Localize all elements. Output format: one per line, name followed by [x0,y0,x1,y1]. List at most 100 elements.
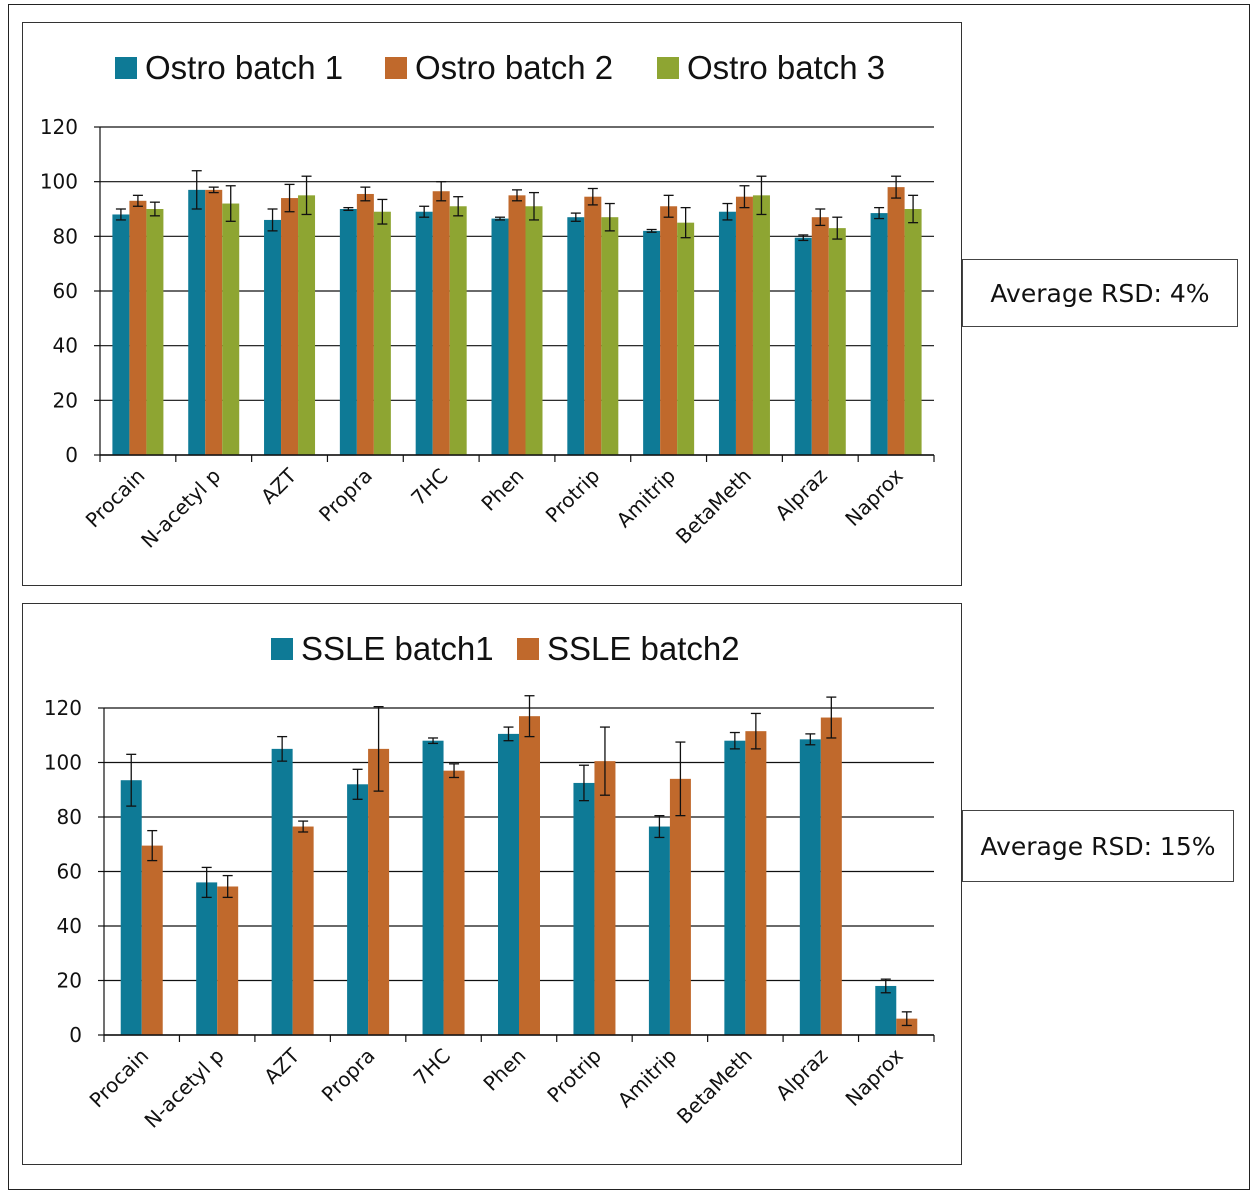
bar [648,826,670,1035]
bar [660,206,678,455]
x-tick-label: Phen [476,464,528,516]
bar [573,782,595,1035]
legend-swatch [657,57,679,79]
bar [271,748,293,1035]
ostro-rsd-text: Average RSD: 4% [990,278,1210,308]
x-tick-label: Protrip [541,464,605,528]
bar [129,200,147,455]
ssle-rsd-text: Average RSD: 15% [980,831,1216,861]
bar [415,211,433,455]
x-tick-label: Alpraz [770,464,831,525]
bar [146,209,164,455]
bar [356,193,374,455]
x-tick-label: Phen [478,1044,530,1096]
bar [188,189,206,455]
y-tick-label: 100 [44,751,82,775]
bar [373,211,391,455]
bar [735,196,753,455]
bar [828,228,846,455]
y-tick-label: 60 [57,860,82,884]
legend-label: Ostro batch 3 [687,49,885,86]
bar [298,195,316,456]
bar [601,217,619,455]
x-tick-label: N-acetyl p [140,1044,229,1133]
bar [368,748,390,1035]
bar [222,203,240,455]
legend-label: Ostro batch 2 [415,49,613,86]
y-tick-label: 20 [53,388,78,412]
x-tick-label: Amitrip [613,1044,682,1113]
bar [196,882,218,1035]
bar [217,886,239,1035]
x-tick-label: Alpraz [771,1044,832,1105]
bar [870,213,888,455]
x-tick-label: AZT [256,463,302,509]
bar [896,1018,918,1035]
bar [669,778,691,1035]
x-tick-label: Procain [81,464,150,533]
bar [525,206,543,455]
x-tick-label: BetaMeth [672,1044,757,1129]
bar [205,189,223,455]
y-tick-label: 80 [57,805,82,829]
bar [339,209,357,455]
y-tick-label: 60 [53,279,78,303]
y-tick-label: 0 [69,1023,82,1047]
bar [745,731,767,1035]
legend-swatch [271,638,293,660]
x-tick-label: N-acetyl p [136,464,225,553]
legend-label: SSLE batch1 [301,630,494,667]
x-tick-label: Propra [317,1044,380,1107]
bar [875,985,897,1035]
bar [594,761,616,1035]
bar [718,211,736,455]
bar [141,845,163,1035]
y-tick-label: 40 [57,914,82,938]
y-tick-label: 120 [44,696,82,720]
bar [752,195,770,456]
bar [799,739,821,1035]
x-tick-label: 7HC [409,1044,455,1090]
x-tick-label: BetaMeth [671,464,756,549]
bar [584,196,602,455]
x-tick-label: Amitrip [612,464,681,533]
bar [567,217,585,455]
y-tick-label: 100 [40,170,78,194]
ostro-rsd-annotation: Average RSD: 4% [962,259,1238,327]
bar [887,187,905,455]
y-tick-label: 40 [53,334,78,358]
legend-label: SSLE batch2 [547,630,740,667]
ssle-rsd-annotation: Average RSD: 15% [962,810,1234,882]
x-tick-label: Naprox [840,463,907,530]
bar [292,826,314,1035]
x-tick-label: Protrip [542,1044,606,1108]
y-tick-label: 120 [40,115,78,139]
bar [794,237,812,455]
bar [519,716,540,1035]
x-tick-label: Naprox [841,1043,908,1110]
y-tick-label: 20 [57,969,82,993]
legend-swatch [115,57,137,79]
legend-swatch [385,57,407,79]
legend-label: Ostro batch 1 [145,49,343,86]
bar [422,740,444,1035]
bar [508,195,526,456]
bar [724,740,746,1035]
bar [904,209,922,455]
bar [643,230,661,455]
bar [449,206,467,455]
bar [491,218,509,455]
y-tick-label: 80 [53,224,78,248]
bar [820,717,842,1035]
x-tick-label: 7HC [406,464,452,510]
figure-frame [8,4,1250,1190]
bar [281,198,299,456]
bar [498,733,519,1035]
x-tick-label: Procain [85,1044,154,1113]
bar [264,219,282,455]
bar [811,217,829,455]
bar [443,770,465,1035]
x-tick-label: AZT [259,1043,305,1089]
